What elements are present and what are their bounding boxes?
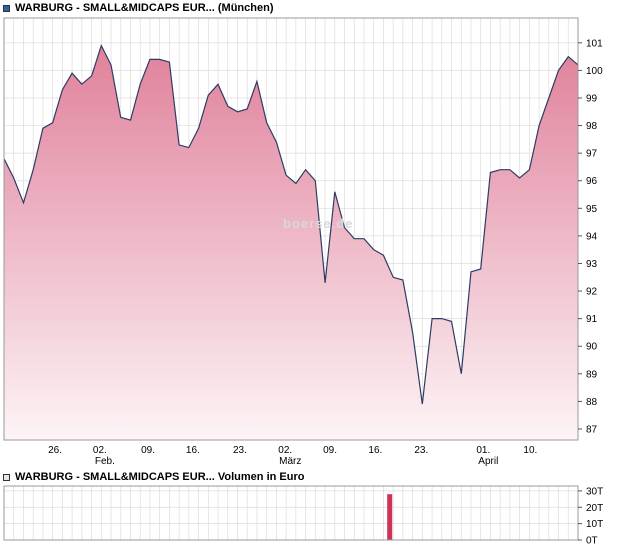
y-axis-tick-label: 98 xyxy=(586,121,598,132)
x-axis-tick-label: 02. xyxy=(93,445,107,456)
y-axis-tick-label: 90 xyxy=(586,342,598,353)
volume-chart: 0T 10T 20T 30T xyxy=(3,485,603,546)
volume-chart-header: WARBURG - SMALL&MIDCAPS EUR... Volumen i… xyxy=(3,471,304,483)
y-axis-tick-label: 88 xyxy=(586,397,598,408)
y-axis-tick-label: 101 xyxy=(586,38,603,49)
y-axis-tick-label: 20T xyxy=(586,503,603,514)
y-axis-tick-label: 99 xyxy=(586,93,598,104)
x-axis-tick-label: 09. xyxy=(323,445,337,456)
x-axis-month-label: April xyxy=(478,456,498,467)
x-axis-tick-label: 26. xyxy=(48,445,62,456)
price-chart-title: WARBURG - SMALL&MIDCAPS EUR... (München) xyxy=(15,2,274,14)
volume-series-swatch-icon xyxy=(3,473,10,481)
y-axis-tick-label: 96 xyxy=(586,176,598,187)
price-chart-header: WARBURG - SMALL&MIDCAPS EUR... (München) xyxy=(3,2,273,14)
y-axis-tick-label: 0T xyxy=(586,536,598,546)
x-axis-month-label: Feb. xyxy=(95,456,115,467)
x-axis-tick-label: 23. xyxy=(233,445,247,456)
x-axis-tick-label: 02. xyxy=(278,445,292,456)
x-axis-tick-label: 09. xyxy=(141,445,155,456)
x-axis-tick-label: 01. xyxy=(476,445,490,456)
price-line xyxy=(3,44,579,405)
y-axis-tick-label: 97 xyxy=(586,149,598,160)
y-axis-tick-label: 93 xyxy=(586,259,598,270)
x-axis-tick-label: 23. xyxy=(414,445,428,456)
price-series-swatch-icon xyxy=(3,4,10,12)
y-axis-tick-label: 87 xyxy=(586,424,598,435)
volume-bar xyxy=(387,494,393,540)
y-axis-tick-label: 94 xyxy=(586,231,598,242)
y-axis-tick-label: 92 xyxy=(586,287,598,298)
x-axis-tick-label: 16. xyxy=(186,445,200,456)
y-axis-tick-label: 30T xyxy=(586,486,603,497)
y-axis-tick-label: 95 xyxy=(586,204,598,215)
y-axis-tick-label: 89 xyxy=(586,369,598,380)
volume-chart-title: WARBURG - SMALL&MIDCAPS EUR... Volumen i… xyxy=(15,471,305,483)
chart-watermark: boerse.de xyxy=(283,216,354,231)
x-axis-tick-label: 10. xyxy=(523,445,537,456)
y-axis-tick-label: 10T xyxy=(586,519,603,530)
price-area-fill xyxy=(4,45,578,440)
y-axis-tick-label: 91 xyxy=(586,314,598,325)
y-axis-tick-label: 100 xyxy=(586,66,603,77)
x-axis-tick-label: 16. xyxy=(368,445,382,456)
x-axis-month-label: März xyxy=(279,456,301,467)
